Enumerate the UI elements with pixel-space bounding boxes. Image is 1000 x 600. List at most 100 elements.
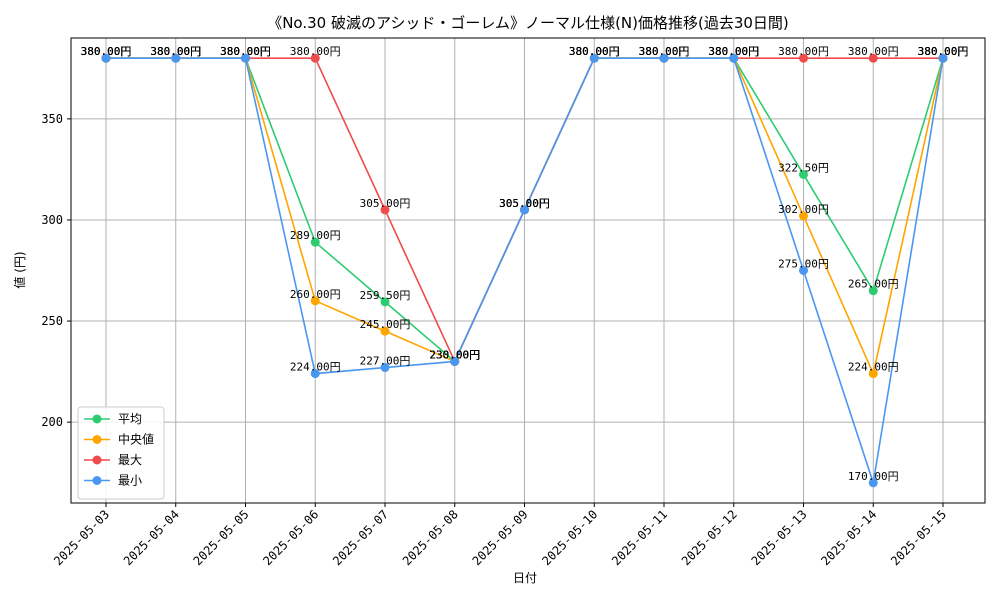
- data-label: 380.00円: [81, 45, 132, 58]
- legend-label: 最小: [118, 474, 142, 488]
- data-label: 305.00円: [499, 197, 550, 210]
- data-label: 380.00円: [848, 45, 899, 58]
- data-label: 380.00円: [81, 45, 132, 58]
- data-label: 380.00円: [569, 45, 620, 58]
- data-point: [380, 205, 390, 215]
- data-point: [520, 205, 529, 215]
- data-label: 380.00円: [569, 45, 620, 58]
- chart-title: 《No.30 破滅のアシッド・ゴーレム》ノーマル仕様(N)価格推移(過去30日間…: [267, 14, 789, 32]
- data-point: [868, 286, 878, 296]
- data-label: 275.00円: [778, 258, 829, 271]
- y-tick-label: 300: [41, 213, 63, 227]
- data-point: [938, 53, 948, 63]
- data-labels: 380.00円 380.00円 380.00円 289.00円 259.50円 230.0…: [81, 45, 969, 483]
- data-label: 305.00円: [499, 197, 550, 210]
- data-label: 260.00円: [290, 288, 341, 301]
- data-label: 302.00円: [778, 203, 829, 216]
- data-label: 265.00円: [848, 278, 899, 291]
- data-label: 380.00円: [150, 45, 201, 58]
- data-point: [171, 53, 181, 63]
- grid: [71, 38, 985, 503]
- data-point: [310, 53, 320, 63]
- data-point: [659, 53, 669, 63]
- x-tick-label: 2025-05-09: [470, 507, 531, 568]
- y-axis-label: 値 (円): [12, 251, 27, 288]
- data-point: [450, 356, 460, 366]
- data-label: 380.00円: [569, 45, 620, 58]
- data-point: [101, 53, 111, 63]
- data-label: 380.00円: [918, 45, 969, 58]
- x-tick-label: 2025-05-06: [260, 507, 321, 568]
- x-tick-label: 2025-05-03: [51, 507, 112, 568]
- data-label: 380.00円: [81, 45, 132, 58]
- data-label: 380.00円: [918, 45, 969, 58]
- data-point: [310, 237, 320, 247]
- series: [101, 53, 948, 488]
- data-label: 380.00円: [708, 45, 759, 58]
- data-label: 380.00円: [708, 45, 759, 58]
- x-axis-label: 日付: [513, 571, 537, 585]
- data-label: 380.00円: [708, 45, 759, 58]
- data-point: [729, 53, 739, 63]
- data-label: 380.00円: [290, 45, 341, 58]
- data-label: 224.00円: [848, 361, 899, 374]
- data-point: [868, 369, 878, 379]
- data-point: [868, 478, 878, 488]
- data-label: 380.00円: [639, 45, 690, 58]
- data-label: 224.00円: [290, 361, 341, 374]
- x-tick-label: 2025-05-05: [191, 507, 252, 568]
- data-point: [380, 363, 390, 373]
- data-label: 380.00円: [220, 45, 271, 58]
- data-label: 380.00円: [150, 45, 201, 58]
- legend-swatch-marker: [92, 435, 102, 444]
- data-label: 380.00円: [639, 45, 690, 58]
- data-point: [799, 211, 808, 221]
- data-point: [868, 53, 878, 63]
- data-label: 380.00円: [220, 45, 271, 58]
- data-label: 227.00円: [360, 355, 411, 368]
- plot-frame: [70, 37, 986, 504]
- data-label: 380.00円: [81, 45, 132, 58]
- data-label: 322.50円: [778, 161, 829, 174]
- data-point: [380, 326, 390, 336]
- legend-swatch-marker: [92, 476, 102, 485]
- data-point: [310, 369, 320, 379]
- data-label: 380.00円: [639, 45, 690, 58]
- x-tick-label: 2025-05-12: [679, 507, 740, 568]
- data-label: 380.00円: [778, 45, 829, 58]
- legend-label: 平均: [118, 412, 142, 426]
- data-label: 230.00円: [429, 348, 480, 361]
- legend-swatch-marker: [92, 414, 102, 424]
- y-tick-label: 350: [41, 112, 63, 126]
- legend-swatch-marker: [92, 455, 102, 465]
- data-label: 380.00円: [918, 45, 969, 58]
- legend-box: [77, 406, 165, 500]
- data-point: [799, 266, 808, 275]
- data-label: 380.00円: [708, 45, 759, 58]
- data-label: 380.00円: [639, 45, 690, 58]
- x-tick-label: 2025-05-04: [121, 507, 182, 568]
- data-label: 289.00円: [290, 229, 341, 242]
- data-label: 380.00円: [150, 45, 201, 58]
- data-label: 230.00円: [429, 348, 480, 361]
- data-point: [589, 53, 599, 63]
- x-tick-label: 2025-05-10: [539, 507, 600, 568]
- data-point: [799, 169, 808, 179]
- x-tick-label: 2025-05-14: [818, 507, 879, 568]
- data-label: 259.50円: [360, 289, 411, 302]
- data-label: 380.00円: [220, 45, 271, 58]
- x-tick-label: 2025-05-07: [330, 507, 391, 568]
- data-label: 305.00円: [499, 197, 550, 210]
- data-label: 170.00円: [848, 470, 899, 483]
- y-tick-label: 250: [41, 314, 63, 328]
- x-tick-label: 2025-05-13: [749, 507, 810, 568]
- data-label: 230.00円: [429, 348, 480, 361]
- y-tick-label: 200: [41, 415, 63, 429]
- data-point: [241, 53, 250, 63]
- data-point: [310, 296, 320, 306]
- data-point: [799, 53, 808, 63]
- legend-label: 最大: [118, 453, 142, 467]
